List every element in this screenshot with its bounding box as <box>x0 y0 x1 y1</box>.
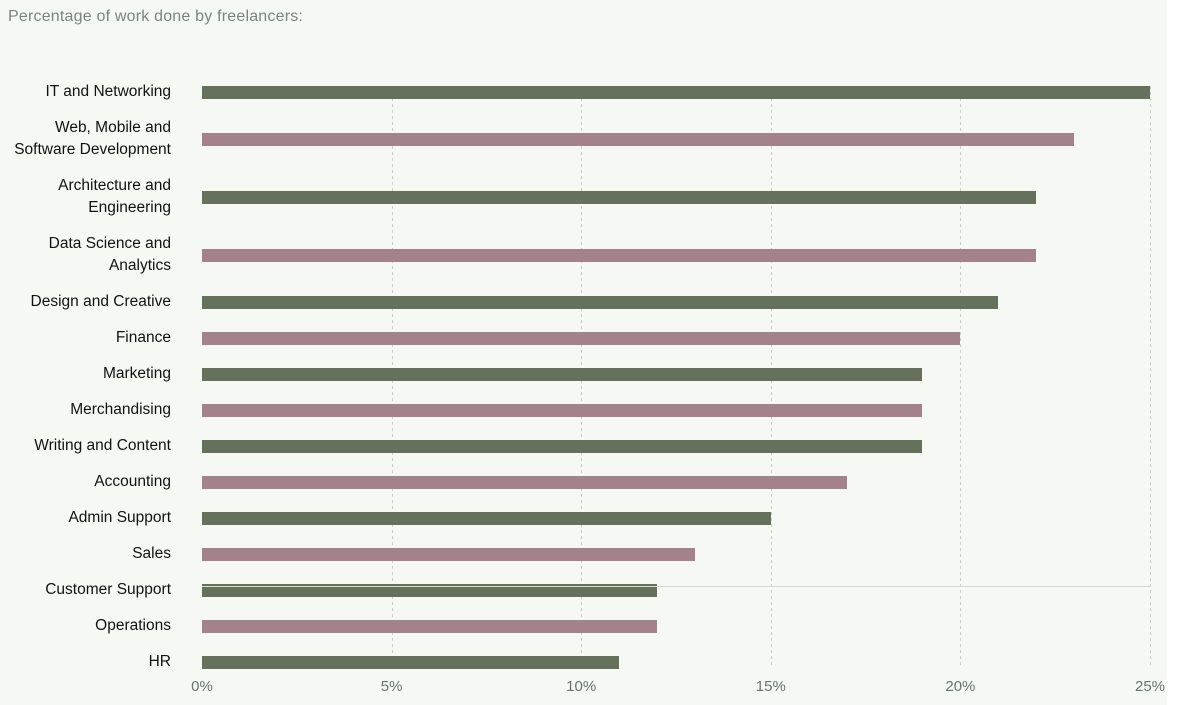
chart-row: Customer Support <box>0 579 1167 601</box>
bar-area <box>202 619 1150 633</box>
category-label: Operations <box>95 617 171 634</box>
category-label: Design and Creative <box>30 293 171 310</box>
category-label: IT and Networking <box>45 83 172 100</box>
chart-row: Data Science and Analytics <box>0 233 1167 277</box>
bar <box>202 475 847 489</box>
x-tick-label: 0% <box>191 678 213 695</box>
category-label: Architecture and Engineering <box>58 177 171 216</box>
bar-area <box>202 367 1150 381</box>
x-axis: 0% 5% 10% 15% 20% 25% <box>191 678 1165 698</box>
chart-row: Web, Mobile and Software Development <box>0 117 1167 161</box>
bar <box>202 439 923 453</box>
bar-area <box>202 85 1150 99</box>
chart-row: Admin Support <box>0 507 1167 529</box>
bar-area <box>202 547 1150 561</box>
x-axis-line <box>202 586 1150 587</box>
chart-row: Architecture and Engineering <box>0 175 1167 219</box>
x-tick-label: 20% <box>945 678 976 695</box>
chart-row: Operations <box>0 615 1167 637</box>
bar <box>202 619 658 633</box>
category-label: Data Science and Analytics <box>48 235 171 274</box>
bar-area <box>202 439 1150 453</box>
chart-title: Percentage of work done by freelancers: <box>8 8 304 25</box>
chart-row: Finance <box>0 327 1167 349</box>
bar-area <box>202 190 1150 204</box>
bar-area <box>202 295 1150 309</box>
bar <box>202 655 620 669</box>
bar <box>202 331 961 345</box>
bar <box>202 367 923 381</box>
gridline <box>1150 86 1151 667</box>
bar <box>202 85 1150 99</box>
category-label: Writing and Content <box>34 437 171 454</box>
x-tick-label: 15% <box>755 678 786 695</box>
bar <box>202 190 1037 204</box>
chart-row: Accounting <box>0 471 1167 493</box>
chart-panel: Percentage of work done by freelancers: … <box>0 0 1167 705</box>
bar <box>202 295 999 309</box>
chart-row: Marketing <box>0 363 1167 385</box>
category-label: Sales <box>132 545 171 562</box>
category-label: Web, Mobile and Software Development <box>14 119 171 158</box>
chart-row: Sales <box>0 543 1167 565</box>
x-tick-label: 5% <box>380 678 403 695</box>
x-tick-label: 25% <box>1134 678 1166 695</box>
x-tick-label: 10% <box>566 678 597 695</box>
bar <box>202 248 1037 262</box>
bar-chart: IT and Networking Web, Mobile and Softwa… <box>0 81 1167 687</box>
bar <box>202 403 923 417</box>
gridline <box>960 86 962 667</box>
bar-area <box>202 331 1150 345</box>
category-label: Customer Support <box>45 581 171 598</box>
bar <box>202 132 1075 146</box>
bar <box>202 547 695 561</box>
chart-rows: IT and Networking Web, Mobile and Softwa… <box>0 81 1167 673</box>
category-label: Finance <box>115 329 171 346</box>
chart-row: Writing and Content <box>0 435 1167 457</box>
category-label: HR <box>148 653 171 670</box>
bar <box>202 511 771 525</box>
bar-area <box>202 403 1150 417</box>
chart-row: Design and Creative <box>0 291 1167 313</box>
category-label: Merchandising <box>70 401 171 418</box>
category-label: Marketing <box>102 365 171 382</box>
chart-row: Merchandising <box>0 399 1167 421</box>
bar-area <box>202 248 1150 262</box>
bar-area <box>202 475 1150 489</box>
bar-area <box>202 511 1150 525</box>
chart-row: HR <box>0 651 1167 673</box>
bar-area <box>202 655 1150 669</box>
bar-area <box>202 132 1150 146</box>
chart-row: IT and Networking <box>0 81 1167 103</box>
category-label: Admin Support <box>68 509 171 526</box>
category-label: Accounting <box>94 473 171 490</box>
